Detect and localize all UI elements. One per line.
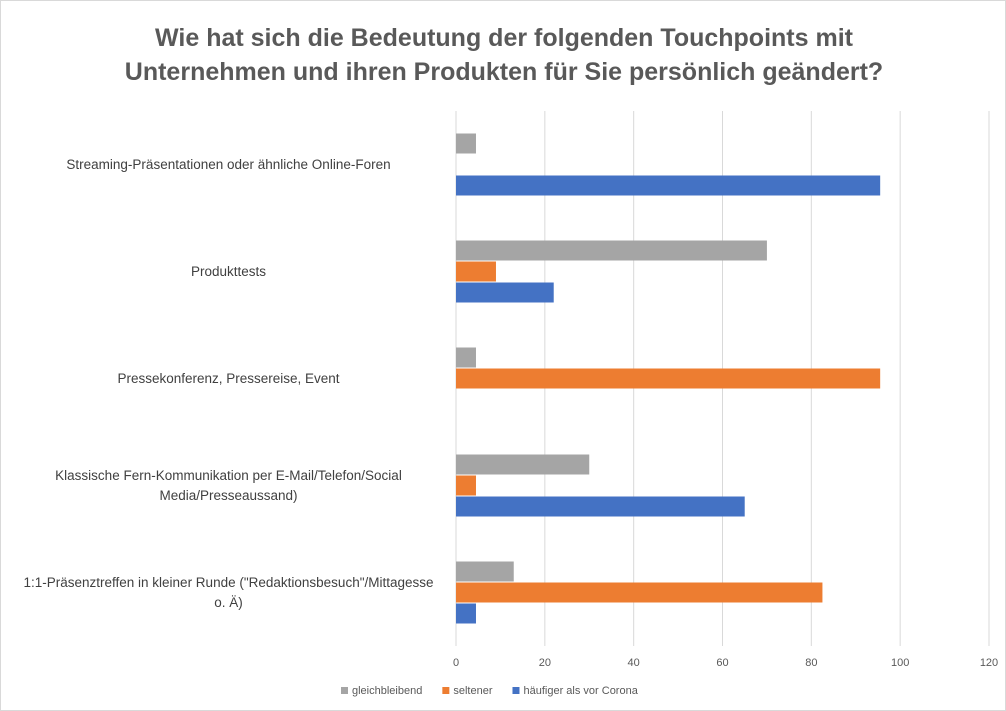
category-label: Produkttests bbox=[190, 263, 267, 279]
x-tick-label: 100 bbox=[891, 657, 909, 669]
bar bbox=[456, 582, 823, 603]
bar bbox=[456, 368, 881, 389]
x-tick-label: 40 bbox=[628, 657, 640, 669]
legend-label: seltener bbox=[453, 685, 492, 697]
bar bbox=[456, 603, 476, 624]
x-tick-label: 120 bbox=[980, 657, 998, 669]
bar bbox=[456, 261, 496, 282]
category-label: Streaming-Präsentationen oder ähnliche O… bbox=[66, 156, 391, 172]
bar bbox=[456, 454, 590, 475]
bar bbox=[456, 175, 881, 196]
bar bbox=[456, 282, 554, 303]
bar bbox=[456, 475, 476, 496]
x-tick-label: 80 bbox=[805, 657, 817, 669]
x-tick-label: 20 bbox=[539, 657, 551, 669]
bar bbox=[456, 496, 745, 517]
category-label: Pressekonferenz, Pressereise, Event bbox=[117, 370, 340, 386]
category-label: Klassische Fern-Kommunikation per E-Mail… bbox=[55, 467, 402, 503]
bar bbox=[456, 561, 514, 582]
legend-label: häufiger als vor Corona bbox=[523, 685, 638, 697]
legend-label: gleichbleibend bbox=[352, 685, 422, 697]
bar bbox=[456, 240, 767, 261]
x-tick-label: 60 bbox=[716, 657, 728, 669]
legend-swatch bbox=[341, 687, 348, 694]
legend-swatch bbox=[512, 687, 520, 694]
bar bbox=[456, 133, 476, 154]
x-tick-label: 0 bbox=[453, 657, 459, 669]
chart-title: Wie hat sich die Bedeutung der folgenden… bbox=[124, 24, 884, 86]
legend-swatch bbox=[442, 687, 450, 694]
bar bbox=[456, 347, 476, 368]
category-label: 1:1-Präsenztreffen in kleiner Runde ("Re… bbox=[23, 574, 434, 610]
